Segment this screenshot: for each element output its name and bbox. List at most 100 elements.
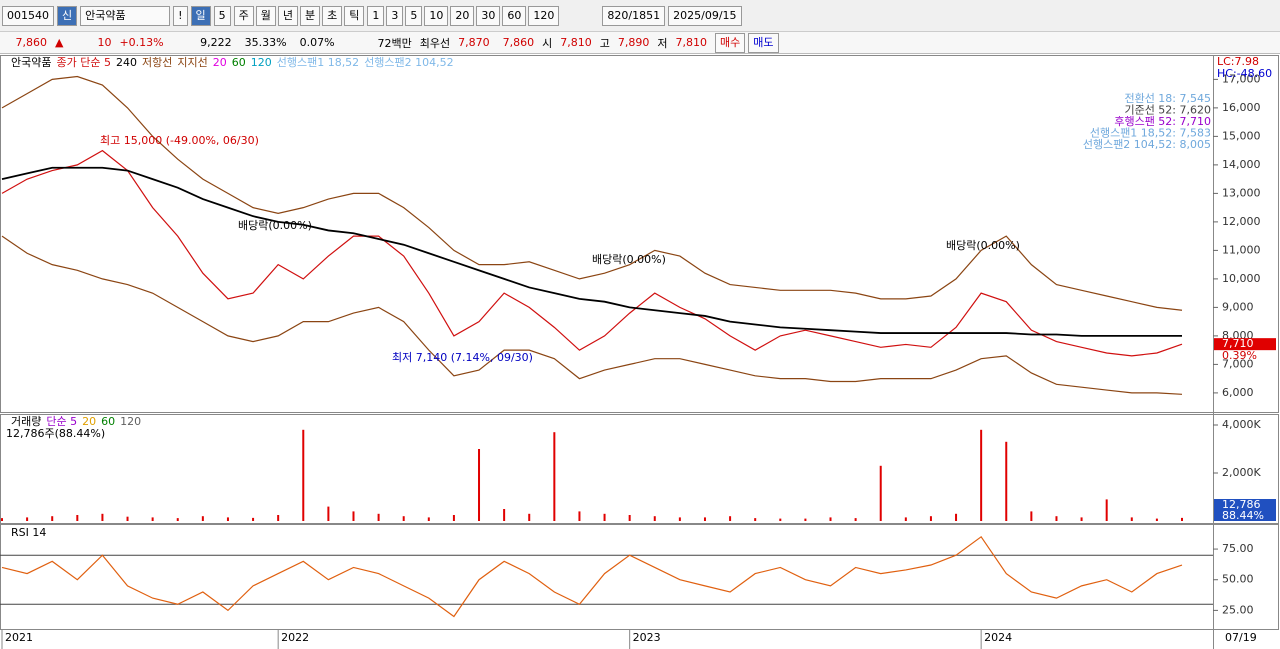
high-label: 고 <box>599 36 610 50</box>
interval-button[interactable]: 3 <box>386 5 404 26</box>
volume-bar <box>628 515 631 521</box>
volume-bar <box>201 516 204 521</box>
interval-button[interactable]: 10 <box>424 5 449 26</box>
annotation: 배당락(0.00%) <box>946 239 1020 252</box>
volume-bar <box>427 517 430 521</box>
open-label: 시 <box>542 36 553 50</box>
y-tick-label: 16,000 <box>1222 101 1261 114</box>
unit-button[interactable]: 주 <box>233 5 254 26</box>
legend-title: RSI 14 <box>11 526 46 539</box>
volume-bar <box>854 518 857 521</box>
volume-bar <box>101 513 104 521</box>
tag: 신 <box>57 5 78 26</box>
volume-bar <box>980 429 983 521</box>
unit-button[interactable]: 초 <box>322 5 343 26</box>
unit-button[interactable]: 분 <box>300 5 321 26</box>
volume-bar <box>126 516 129 521</box>
code-input[interactable]: 001540 <box>2 5 54 26</box>
open: 7,810 <box>560 36 592 49</box>
legend-title: 안국약품 <box>11 55 51 69</box>
unit-button[interactable]: 틱 <box>344 5 365 26</box>
volume-bar <box>1030 511 1033 521</box>
series-line <box>1 149 1183 357</box>
price-panel <box>0 55 1279 413</box>
volume-bar <box>829 517 832 521</box>
volume-bar <box>1055 516 1058 521</box>
y-tick-label: 50.00 <box>1222 573 1254 586</box>
y-tick-label: 2,000K <box>1222 466 1261 479</box>
volume-bar <box>302 429 305 521</box>
volume-rate: 88.44% <box>1222 509 1264 522</box>
period-button[interactable]: 일 <box>190 5 211 26</box>
legend-entry: 120 <box>251 56 272 69</box>
volume-last-box <box>1214 499 1276 521</box>
y-tick-label: 6,000 <box>1222 386 1254 399</box>
y-tick-label: 75.00 <box>1222 542 1254 555</box>
interval-button[interactable]: 5 <box>405 5 423 26</box>
interval-button[interactable]: 1 <box>367 5 385 26</box>
volume-bar <box>26 517 29 521</box>
y-tick-label: 10,000 <box>1222 272 1261 285</box>
volume-bar <box>929 516 932 521</box>
volume-bar <box>1130 517 1133 521</box>
interval-button[interactable]: 30 <box>476 5 501 26</box>
lc: LC:7.98 <box>1217 55 1259 68</box>
volume-bar <box>51 516 54 521</box>
amount: 72백만 <box>377 36 412 50</box>
series-line <box>1 166 1182 337</box>
volume-bar <box>327 506 330 521</box>
name-input[interactable]: 안국약품 <box>80 5 171 26</box>
volume-bar <box>1 518 3 521</box>
unit-button[interactable]: 월 <box>255 5 276 26</box>
period-n[interactable]: 5 <box>213 5 231 26</box>
buy-button[interactable]: 매수 <box>715 32 746 53</box>
x-tick-label: 2023 <box>633 631 661 644</box>
legend-entry: 120 <box>120 415 141 428</box>
interval-button[interactable]: 20 <box>450 5 475 26</box>
legend-entry: 20 <box>213 56 227 69</box>
info-line: 선행스팬2 104,52: 8,005 <box>1083 138 1211 151</box>
rsi-panel <box>0 524 1279 630</box>
y-tick-label: 15,000 <box>1222 129 1261 142</box>
volume-bar <box>955 513 958 521</box>
interval-button[interactable]: 60 <box>502 5 527 26</box>
low: 7,810 <box>675 36 708 49</box>
unit-button[interactable]: 년 <box>277 5 299 26</box>
y-tick-label: 11,000 <box>1222 243 1261 256</box>
bid: 7,860 <box>502 36 535 49</box>
volume: 9,222 <box>200 36 232 49</box>
mark-button[interactable]: ! <box>173 5 188 26</box>
series-line <box>1 535 1183 618</box>
volume-bar <box>528 513 531 521</box>
volume-bar <box>779 518 782 521</box>
volume-bar <box>603 513 606 521</box>
sell-button[interactable]: 매도 <box>748 32 779 53</box>
legend-entry: 지지선 <box>177 56 207 69</box>
volume-bar <box>729 516 732 521</box>
legend-title: 거래량 <box>11 415 41 428</box>
volume-last: 12,786 <box>1222 498 1261 511</box>
info-line: 후행스팬 52: 7,710 <box>1114 115 1211 128</box>
date[interactable]: 2025/09/15 <box>668 5 742 26</box>
annotation: 배당락(0.00%) <box>238 219 312 232</box>
volume-bar <box>226 517 229 521</box>
volume-subtitle: 12,786주(88.44%) <box>6 427 105 440</box>
legend-entry: 선행스팬1 18,52 <box>277 56 359 69</box>
info-bar: 7,860 ▲ 10 +0.13% 9,222 35.33% 0.07% 72백… <box>0 32 1280 54</box>
annotation: 최저 7,140 (7.14%, 09/30) <box>392 351 533 364</box>
last-change: 0.39% <box>1222 349 1257 362</box>
interval-group: 1 3 5 10 20 30 60 120 <box>367 5 560 26</box>
interval-button[interactable]: 120 <box>528 5 560 26</box>
y-tick-label: 14,000 <box>1222 158 1261 171</box>
legend-entry: 60 <box>101 415 115 428</box>
legend: 거래량 단순 5 20 60 120 <box>11 415 141 428</box>
last-price-box <box>1214 338 1276 351</box>
chart-area: 6,0007,0008,0009,00010,00011,00012,00013… <box>0 55 1279 649</box>
series-line <box>1 75 1183 311</box>
count: 820/1851 <box>602 5 666 26</box>
legend-entry: 종가 단순 5 <box>56 56 110 69</box>
legend: 안국약품 종가 단순 5 240 저항선 지지선 20 60 120 선행스팬1 18,52 선행… <box>11 55 454 69</box>
y-tick-label: 4,000K <box>1222 418 1261 431</box>
